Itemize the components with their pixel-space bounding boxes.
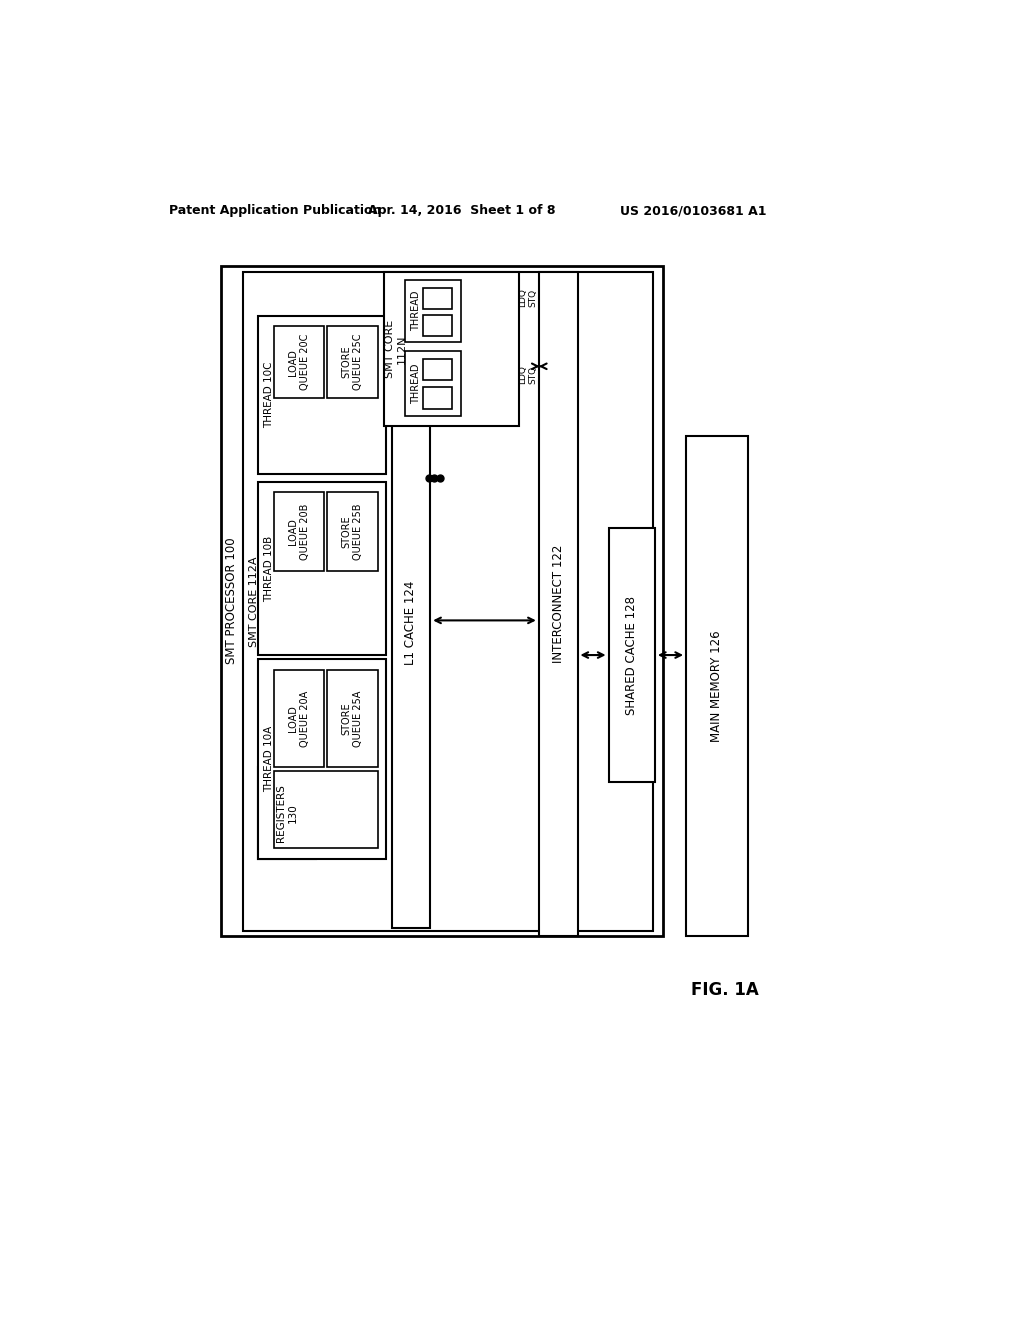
Bar [391,317,430,928]
Text: L1 CACHE 124: L1 CACHE 124 [404,579,418,664]
Text: STQ: STQ [528,289,538,308]
Bar [406,351,461,416]
Bar [423,288,452,309]
Bar [258,659,386,859]
Text: THREAD 10B: THREAD 10B [264,536,274,602]
Bar [258,482,386,655]
Text: INTERCONNECT 122: INTERCONNECT 122 [552,545,564,664]
Text: LOAD
QUEUE 20C: LOAD QUEUE 20C [288,334,309,391]
Text: Patent Application Publication: Patent Application Publication [169,205,381,218]
Bar [273,326,324,397]
Bar [423,359,452,380]
Bar [423,387,452,409]
Bar [273,671,324,767]
Bar [423,314,452,337]
Text: THREAD 10A: THREAD 10A [264,726,274,792]
Text: SHARED CACHE 128: SHARED CACHE 128 [626,595,638,714]
Text: STORE
QUEUE 25A: STORE QUEUE 25A [342,690,364,747]
Bar [406,280,461,342]
Bar [539,272,578,936]
Bar [328,326,378,397]
Text: STQ: STQ [528,366,538,384]
Text: STORE
QUEUE 25B: STORE QUEUE 25B [342,503,364,560]
Text: LDQ: LDQ [518,288,527,308]
Text: Apr. 14, 2016  Sheet 1 of 8: Apr. 14, 2016 Sheet 1 of 8 [368,205,555,218]
Text: REGISTERS
130: REGISTERS 130 [276,784,298,842]
Text: MAIN MEMORY 126: MAIN MEMORY 126 [711,630,724,742]
Bar [608,528,655,781]
Text: LDQ: LDQ [518,366,527,384]
Text: LOAD
QUEUE 20A: LOAD QUEUE 20A [288,690,309,747]
Text: SMT CORE 112A: SMT CORE 112A [249,556,258,647]
Text: THREAD 10C: THREAD 10C [264,362,274,429]
Text: US 2016/0103681 A1: US 2016/0103681 A1 [621,205,767,218]
Bar [273,771,378,847]
Bar [384,272,519,426]
Bar [686,436,748,936]
Text: THREAD: THREAD [412,290,421,331]
Bar [328,492,378,572]
Text: THREAD: THREAD [412,363,421,404]
Bar [243,272,653,931]
Bar [221,267,663,936]
Text: LOAD
QUEUE 20B: LOAD QUEUE 20B [288,503,309,560]
Text: SMT PROCESSOR 100: SMT PROCESSOR 100 [225,537,239,664]
Text: SMT CORE
112N: SMT CORE 112N [385,321,407,379]
Bar [258,767,316,859]
Text: STORE
QUEUE 25C: STORE QUEUE 25C [342,334,364,391]
Bar [258,317,386,474]
Text: FIG. 1A: FIG. 1A [691,981,759,999]
Bar [273,492,324,572]
Bar [328,671,378,767]
